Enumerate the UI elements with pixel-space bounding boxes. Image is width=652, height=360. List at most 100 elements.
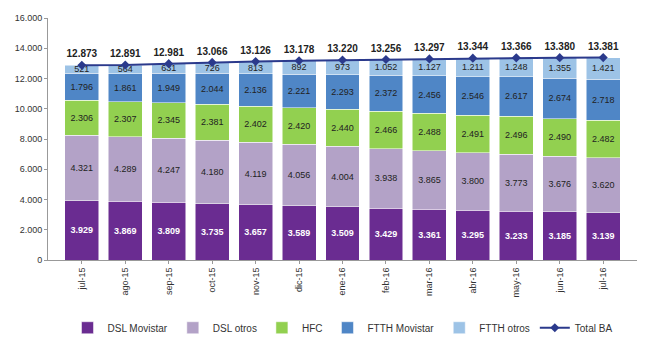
svg-text:3.139: 3.139 (592, 231, 615, 241)
svg-text:1.796: 1.796 (71, 82, 94, 92)
svg-text:1.949: 1.949 (157, 83, 180, 93)
svg-text:13.220: 13.220 (327, 43, 358, 54)
svg-text:ago-15: ago-15 (120, 268, 130, 296)
svg-text:813: 813 (248, 63, 263, 73)
svg-text:726: 726 (205, 63, 220, 73)
svg-text:13.366: 13.366 (501, 41, 532, 52)
svg-text:16.000: 16.000 (15, 13, 43, 23)
svg-text:DSL otros: DSL otros (213, 323, 257, 334)
svg-text:3.800: 3.800 (462, 176, 485, 186)
svg-text:10.000: 10.000 (15, 104, 43, 114)
svg-text:jun-16: jun-16 (555, 268, 565, 294)
svg-text:jul-16: jul-16 (598, 268, 608, 291)
svg-text:4.000: 4.000 (20, 195, 43, 205)
svg-text:6.000: 6.000 (20, 164, 43, 174)
svg-text:FTTH otros: FTTH otros (479, 323, 530, 334)
svg-text:nov-15: nov-15 (251, 268, 261, 296)
svg-text:3.676: 3.676 (548, 179, 571, 189)
svg-text:3.869: 3.869 (114, 226, 137, 236)
svg-text:1.127: 1.127 (418, 62, 441, 72)
svg-text:2.674: 2.674 (548, 93, 571, 103)
svg-text:2.402: 2.402 (244, 119, 267, 129)
svg-text:jul-15: jul-15 (77, 268, 87, 291)
svg-text:2.466: 2.466 (375, 125, 398, 135)
svg-text:892: 892 (292, 62, 307, 72)
svg-text:2.718: 2.718 (592, 95, 615, 105)
svg-text:abr-16: abr-16 (468, 268, 478, 294)
svg-text:2.488: 2.488 (418, 127, 441, 137)
svg-text:1.052: 1.052 (375, 62, 398, 72)
svg-text:8.000: 8.000 (20, 134, 43, 144)
svg-text:DSL Movistar: DSL Movistar (108, 323, 168, 334)
svg-text:2.372: 2.372 (375, 88, 398, 98)
svg-text:3.361: 3.361 (418, 230, 441, 240)
svg-text:mar-16: mar-16 (424, 268, 434, 297)
svg-text:2.490: 2.490 (548, 132, 571, 142)
svg-text:dic-15: dic-15 (294, 268, 304, 293)
svg-text:2.491: 2.491 (462, 129, 485, 139)
svg-text:13.380: 13.380 (544, 41, 575, 52)
svg-text:0: 0 (37, 255, 42, 265)
svg-text:2.496: 2.496 (505, 130, 528, 140)
svg-text:3.929: 3.929 (71, 225, 94, 235)
svg-text:13.297: 13.297 (414, 42, 445, 53)
svg-text:12.000: 12.000 (15, 74, 43, 84)
svg-text:13.381: 13.381 (588, 41, 619, 52)
svg-text:2.482: 2.482 (592, 134, 615, 144)
svg-text:4.321: 4.321 (71, 163, 94, 173)
svg-text:3.589: 3.589 (288, 228, 311, 238)
svg-text:631: 631 (161, 63, 176, 73)
svg-text:feb-16: feb-16 (381, 268, 391, 294)
svg-text:2.345: 2.345 (157, 115, 180, 125)
svg-text:sep-15: sep-15 (164, 268, 174, 296)
svg-text:4.247: 4.247 (157, 165, 180, 175)
svg-text:13.256: 13.256 (371, 43, 402, 54)
svg-text:3.620: 3.620 (592, 180, 615, 190)
svg-text:564: 564 (118, 64, 133, 74)
svg-text:2.617: 2.617 (505, 91, 528, 101)
svg-text:973: 973 (335, 62, 350, 72)
svg-text:3.809: 3.809 (157, 226, 180, 236)
svg-text:2.456: 2.456 (418, 90, 441, 100)
svg-text:12.981: 12.981 (153, 47, 184, 58)
svg-text:13.066: 13.066 (197, 46, 228, 57)
svg-text:2.420: 2.420 (288, 121, 311, 131)
svg-text:2.221: 2.221 (288, 86, 311, 96)
svg-text:13.344: 13.344 (458, 41, 489, 52)
svg-text:4.180: 4.180 (201, 167, 224, 177)
svg-text:FTTH Movistar: FTTH Movistar (367, 323, 434, 334)
svg-text:3.295: 3.295 (462, 230, 485, 240)
svg-text:2.044: 2.044 (201, 84, 224, 94)
svg-text:1.248: 1.248 (505, 62, 528, 72)
svg-text:2.440: 2.440 (331, 123, 354, 133)
svg-text:3.509: 3.509 (331, 228, 354, 238)
svg-text:12.891: 12.891 (110, 48, 141, 59)
svg-text:2.307: 2.307 (114, 114, 137, 124)
svg-text:1.211: 1.211 (462, 62, 484, 72)
svg-text:2.546: 2.546 (462, 91, 485, 101)
svg-text:may-16: may-16 (511, 268, 521, 298)
svg-text:4.004: 4.004 (331, 172, 354, 182)
svg-text:2.136: 2.136 (244, 85, 267, 95)
svg-text:oct-15: oct-15 (207, 268, 217, 293)
svg-text:4.119: 4.119 (245, 169, 267, 179)
svg-text:3.429: 3.429 (375, 229, 398, 239)
svg-text:13.178: 13.178 (284, 44, 315, 55)
svg-text:3.773: 3.773 (505, 178, 528, 188)
svg-text:13.126: 13.126 (240, 45, 271, 56)
svg-text:3.735: 3.735 (201, 227, 224, 237)
svg-text:3.185: 3.185 (548, 231, 571, 241)
svg-text:Total BA: Total BA (575, 323, 613, 334)
svg-text:3.657: 3.657 (244, 227, 267, 237)
svg-text:521: 521 (74, 64, 89, 74)
svg-text:2.293: 2.293 (331, 87, 354, 97)
svg-text:HFC: HFC (302, 323, 323, 334)
svg-text:3.938: 3.938 (375, 173, 398, 183)
svg-text:4.289: 4.289 (114, 164, 137, 174)
svg-text:1.421: 1.421 (592, 63, 615, 73)
svg-text:12.873: 12.873 (67, 48, 98, 59)
svg-text:14.000: 14.000 (15, 43, 43, 53)
svg-text:2.381: 2.381 (201, 117, 224, 127)
svg-text:4.056: 4.056 (288, 170, 311, 180)
svg-text:1.861: 1.861 (114, 83, 137, 93)
